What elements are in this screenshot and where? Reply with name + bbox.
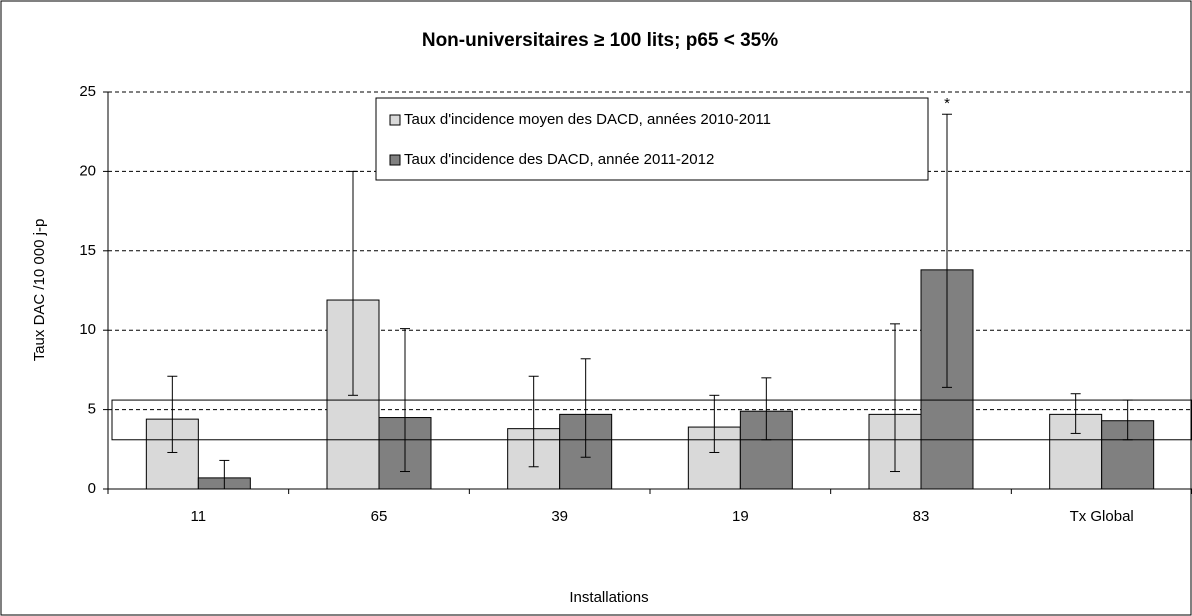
legend-label: Taux d'incidence moyen des DACD, années … [404, 111, 771, 128]
x-tick-label: 11 [191, 508, 207, 525]
y-tick-label: 0 [88, 480, 96, 497]
legend [375, 97, 929, 181]
bar [145, 418, 199, 490]
legend-swatch [389, 114, 401, 126]
x-tick-label: 65 [371, 508, 388, 525]
annotation: * [944, 95, 950, 112]
legend-swatch [389, 154, 401, 166]
x-tick-label: 39 [551, 508, 568, 525]
legend-label: Taux d'incidence des DACD, année 2011-20… [404, 151, 714, 168]
x-axis-label: Installations [569, 589, 648, 606]
y-axis-label: Taux DAC /10 000 j-p [31, 219, 48, 362]
y-tick-label: 5 [88, 401, 96, 418]
reference-band [111, 399, 1192, 441]
x-tick-label: Tx Global [1070, 508, 1134, 525]
chart-title: Non-universitaires ≥ 100 lits; p65 < 35% [422, 30, 778, 51]
y-tick-label: 25 [79, 83, 96, 100]
x-tick-label: 19 [732, 508, 749, 525]
y-tick-label: 10 [79, 321, 96, 338]
y-tick-label: 15 [79, 242, 96, 259]
y-tick-label: 20 [79, 162, 96, 179]
x-tick-label: 83 [913, 508, 930, 525]
